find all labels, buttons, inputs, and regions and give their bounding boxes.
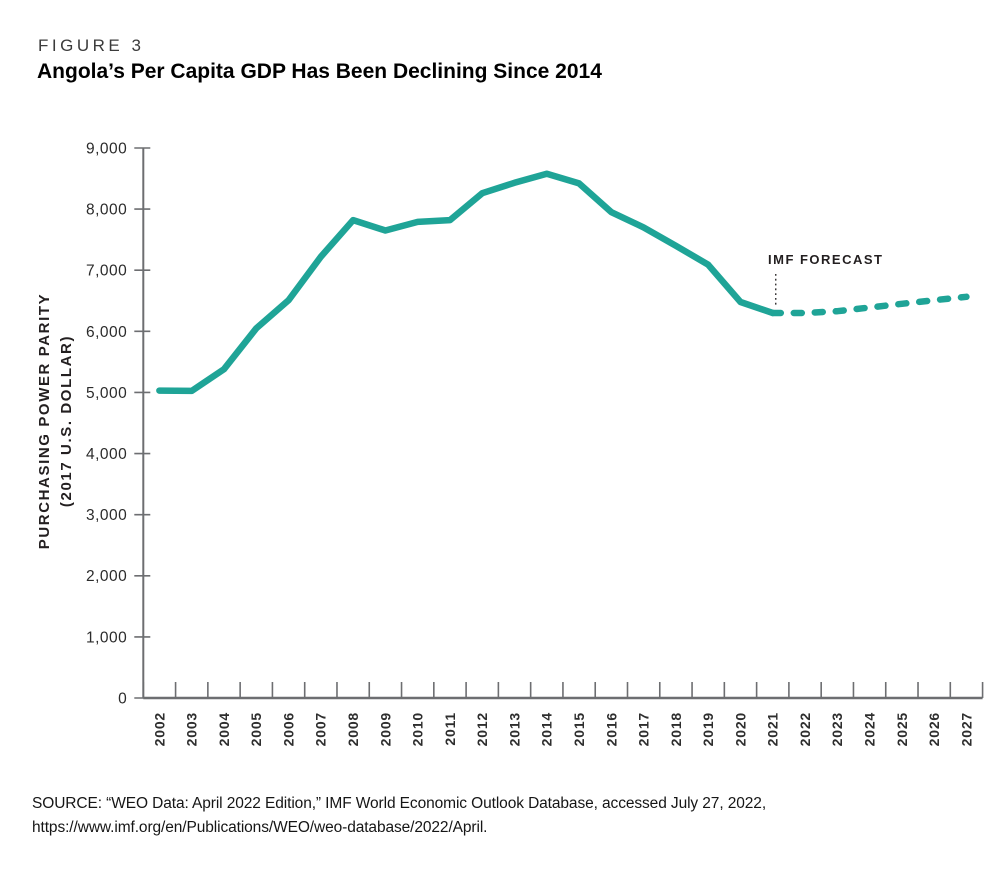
x-tick-label: 2024 — [862, 712, 878, 746]
x-tick-label: 2018 — [668, 712, 684, 746]
source-line-2: https://www.imf.org/en/Publications/WEO/… — [32, 819, 488, 836]
x-tick-label: 2015 — [571, 712, 587, 746]
y-tick-label: 1,000 — [86, 629, 127, 646]
imf-forecast-annotation: IMF FORECAST — [768, 252, 884, 267]
figure-number-label: FIGURE 3 — [38, 36, 145, 55]
x-tick-label: 2014 — [539, 712, 555, 746]
x-tick-label: 2022 — [797, 712, 813, 746]
x-tick-label: 2012 — [474, 712, 490, 746]
x-tick-label: 2026 — [926, 712, 942, 746]
x-tick-label: 2023 — [829, 712, 845, 746]
x-tick-label: 2013 — [506, 712, 522, 746]
x-tick-label: 2004 — [216, 712, 232, 746]
historical-line-series — [156, 170, 777, 395]
x-tick-label: 2008 — [345, 712, 361, 746]
x-tick-label: 2016 — [603, 712, 619, 746]
y-tick-label: 3,000 — [86, 507, 127, 524]
x-tick-label: 2009 — [377, 712, 393, 746]
x-tick-label: 2003 — [184, 712, 200, 746]
x-tick-label: 2019 — [700, 712, 716, 746]
x-tick-label: 2002 — [151, 712, 167, 746]
figure-title: Angola’s Per Capita GDP Has Been Declini… — [37, 60, 602, 83]
y-tick-label: 8,000 — [86, 202, 127, 219]
x-tick-label: 2017 — [636, 712, 652, 746]
x-tick-label: 2021 — [765, 712, 781, 746]
y-tick-label: 2,000 — [86, 568, 127, 585]
y-tick-label: 0 — [118, 690, 127, 707]
x-tick-label: 2027 — [958, 712, 974, 746]
x-tick-label: 2020 — [732, 712, 748, 746]
x-tick-label: 2006 — [280, 712, 296, 746]
x-tick-label: 2005 — [248, 712, 264, 746]
y-tick-label: 6,000 — [86, 324, 127, 341]
x-tick-label: 2010 — [410, 712, 426, 746]
y-tick-label: 5,000 — [86, 385, 127, 402]
forecast-line-series — [769, 293, 970, 317]
y-tick-label: 4,000 — [86, 446, 127, 463]
source-note: SOURCE: “WEO Data: April 2022 Edition,” … — [32, 792, 952, 840]
x-tick-label: 2025 — [894, 712, 910, 746]
x-tick-label: 2007 — [313, 712, 329, 746]
source-line-1: SOURCE: “WEO Data: April 2022 Edition,” … — [32, 795, 767, 812]
y-tick-label: 7,000 — [86, 263, 127, 280]
x-tick-label: 2011 — [442, 712, 458, 746]
y-tick-label: 9,000 — [86, 140, 127, 157]
